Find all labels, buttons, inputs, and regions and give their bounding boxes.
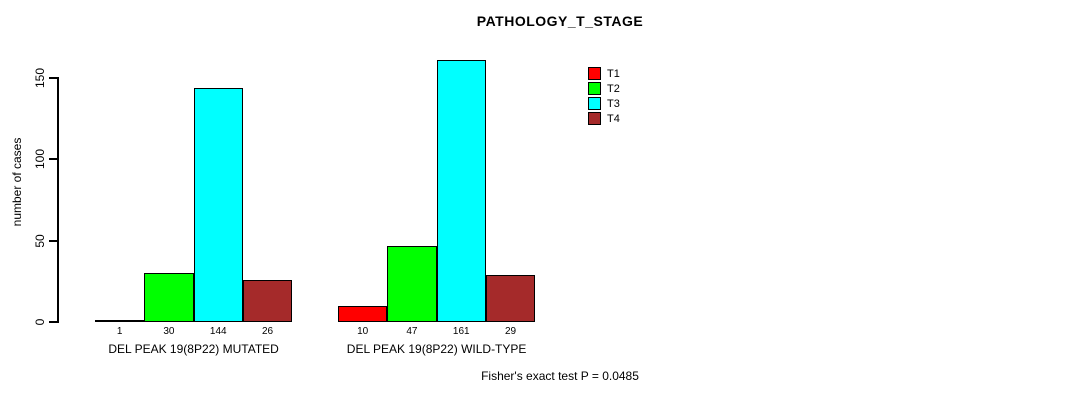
bar-t2-group2 [387, 245, 437, 322]
bar-value-label: 144 [209, 326, 227, 337]
y-axis-tick-label-text: 0 [33, 318, 47, 326]
legend-item-t4: T4 [588, 111, 620, 126]
bar-value-label: 47 [406, 326, 418, 337]
group-label: DEL PEAK 19(8P22) WILD-TYPE [346, 342, 527, 356]
bar-value-label: 30 [163, 326, 175, 337]
bar-t1-group2 [338, 305, 388, 322]
group-label: DEL PEAK 19(8P22) MUTATED [108, 342, 279, 356]
y-axis-tick [49, 77, 57, 79]
legend-label: T1 [607, 67, 620, 80]
legend-swatch-t4 [588, 112, 601, 125]
legend-item-t3: T3 [588, 96, 620, 111]
legend-label: T2 [607, 82, 620, 95]
legend-swatch-t1 [588, 67, 601, 80]
y-axis-tick-label-text: 100 [33, 149, 47, 170]
legend-label: T4 [607, 112, 620, 125]
bar-t4-group2 [485, 274, 536, 322]
legend-swatch-t2 [588, 82, 601, 95]
legend: T1 T2 T3 T4 [588, 66, 620, 126]
bar-t4-group1 [242, 279, 293, 322]
bar-value-label: 1 [116, 326, 123, 337]
y-axis-tick [49, 158, 57, 161]
legend-swatch-t3 [588, 97, 601, 110]
legend-item-t2: T2 [588, 81, 620, 96]
bar-t3-group1 [193, 87, 243, 322]
bar-value-label: 26 [261, 326, 274, 337]
legend-item-t1: T1 [588, 66, 620, 81]
bar-t3-group2 [436, 60, 486, 322]
bar-value-label: 161 [452, 326, 470, 337]
y-axis-line [57, 77, 59, 323]
bar-t1-group1 [95, 320, 145, 322]
bar-value-label: 29 [504, 326, 517, 337]
y-axis-tick-label-text: 150 [33, 67, 47, 89]
y-axis-tick [49, 239, 57, 242]
chart-title: PATHOLOGY_T_STAGE [476, 13, 644, 29]
annotation-fisher-test: Fisher's exact test P = 0.0485 [481, 369, 639, 383]
bar-t2-group1 [144, 273, 194, 322]
bar-value-label: 10 [357, 326, 369, 337]
y-axis-tick [49, 321, 57, 323]
y-axis-tick-label-text: 50 [33, 233, 47, 248]
y-axis-label-text: number of cases [10, 137, 24, 227]
legend-label: T3 [607, 97, 620, 110]
